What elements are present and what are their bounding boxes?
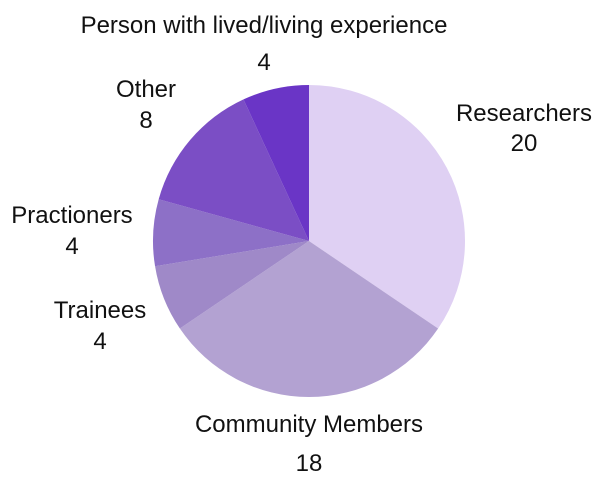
label-community-members: Community Members	[195, 411, 423, 438]
value-other: 8	[139, 107, 152, 134]
label-trainees: Trainees	[54, 297, 146, 324]
value-trainees: 4	[93, 328, 106, 355]
value-researchers: 20	[511, 130, 538, 157]
slice-community-members	[179, 241, 439, 398]
slice-person-with-lived-living-experience	[243, 85, 309, 241]
label-person-with-lived-living-experience: Person with lived/living experience	[81, 12, 448, 39]
slice-trainees	[155, 241, 309, 329]
pie-slices	[153, 85, 466, 398]
label-practioners: Practioners	[11, 202, 132, 229]
slice-researchers	[309, 85, 466, 329]
pie-labels: Researchers 20 Community Members 18 Trai…	[11, 12, 592, 477]
label-other: Other	[116, 76, 176, 103]
value-practioners: 4	[65, 233, 78, 260]
slice-practioners	[153, 199, 309, 267]
label-researchers: Researchers	[456, 100, 592, 127]
value-person-with-lived-living-experience: 4	[257, 49, 270, 76]
value-community-members: 18	[296, 450, 323, 477]
slice-other	[158, 99, 309, 241]
